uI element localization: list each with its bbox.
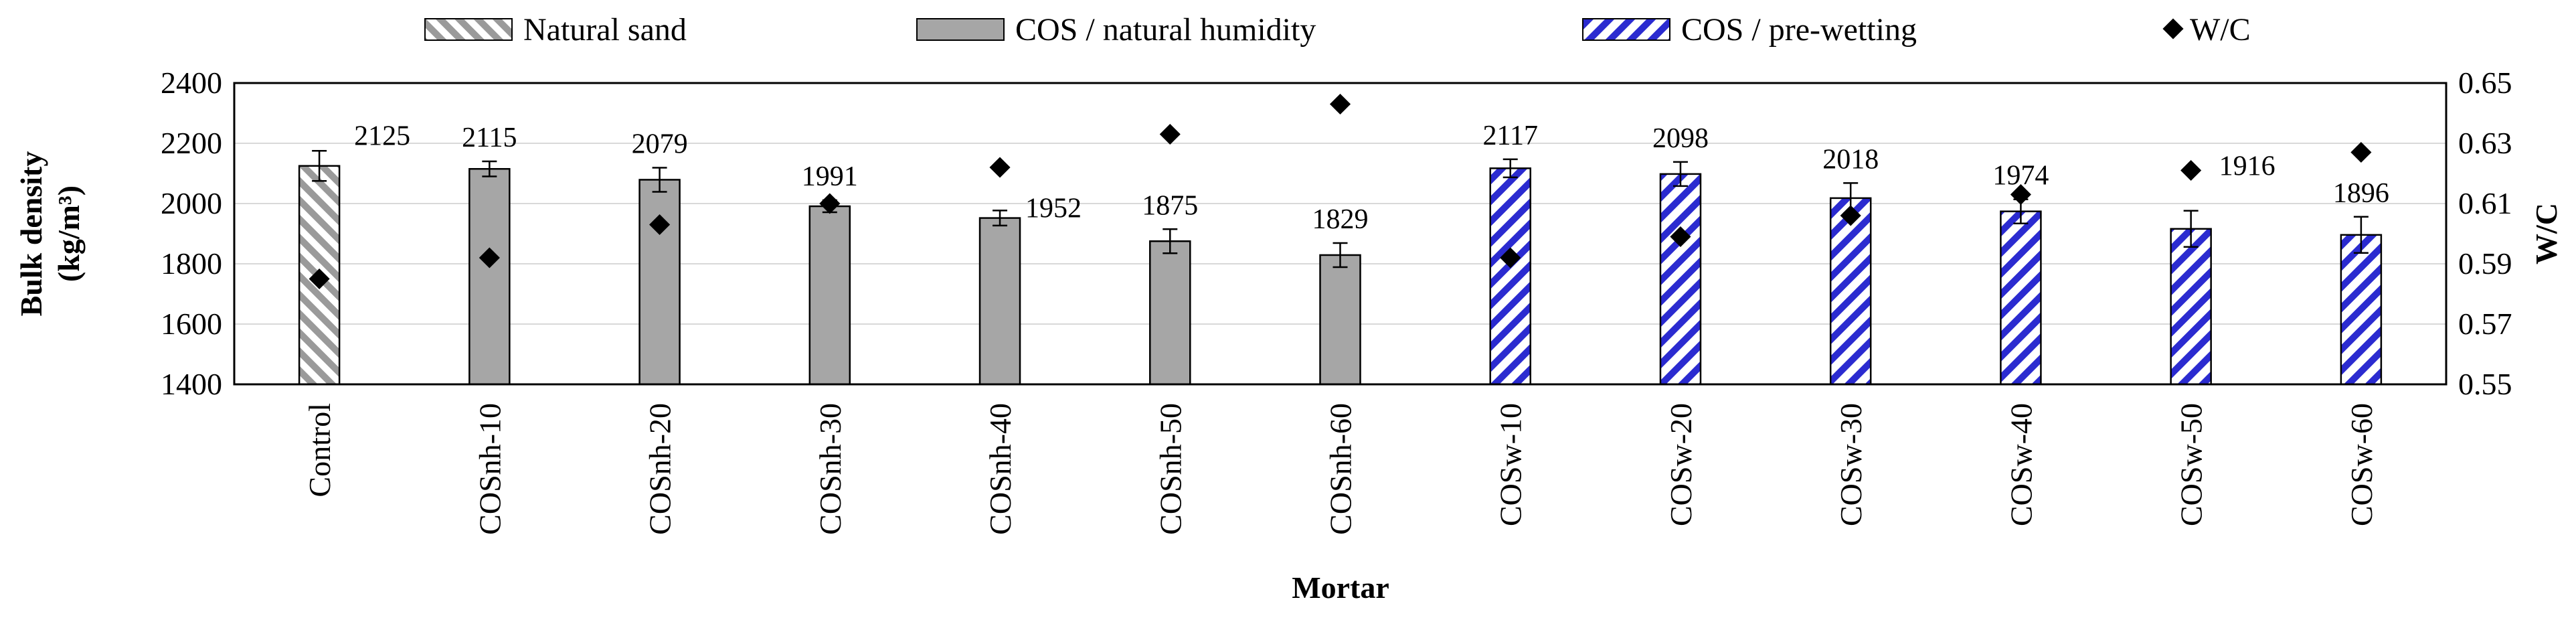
legend-swatch-cos-natural-humidity: [916, 18, 1005, 41]
bar-cosw-60: [2340, 234, 2383, 386]
y-tick-label: 1800: [161, 246, 222, 281]
wc-marker-cosnh-60: [1329, 93, 1351, 115]
category-axis-labels: Control COSnh-10 COSnh-20 COSnh-30 COSnh-40 C…: [303, 403, 2379, 535]
wc-markers: [309, 93, 2372, 290]
y-tick-label: 2400: [161, 66, 222, 100]
category-label-cosnh-30: COSnh-30: [813, 403, 847, 535]
legend-label-wc: W/C: [2190, 12, 2251, 48]
error-bar-cosnh-40: [993, 210, 1008, 227]
data-label-cosw-30: 2018: [1822, 144, 1879, 175]
y2-tick-label: 0.65: [2458, 66, 2512, 100]
category-label-cosw-40: COSw-40: [2004, 403, 2038, 526]
wc-marker-cosw-30: [1840, 205, 1861, 226]
error-bar-cosnh-10: [482, 160, 497, 177]
y2-tick-label: 0.57: [2458, 307, 2512, 341]
error-bar-control: [312, 150, 327, 182]
legend-label-cos-natural-humidity: COS / natural humidity: [1015, 12, 1316, 48]
wc-marker-cosnh-30: [819, 193, 841, 214]
y2-tick-label: 0.55: [2458, 367, 2512, 401]
category-label-cosnh-50: COSnh-50: [1153, 403, 1187, 535]
legend-item-cos-pre-wetting: COS / pre-wetting: [1582, 12, 1917, 48]
plot-area-border: [233, 82, 2448, 386]
data-label-cosw-50: 1916: [2219, 151, 2276, 181]
bar-cosnh-30: [808, 205, 851, 386]
data-label-cosw-20: 2098: [1652, 123, 1709, 154]
error-bar-cosnh-20: [652, 167, 667, 193]
bar-cosw-40: [2000, 210, 2042, 386]
category-label-cosnh-10: COSnh-10: [473, 403, 507, 535]
wc-marker-cosnh-40: [989, 157, 1011, 178]
data-label-cosw-10: 2117: [1483, 121, 1538, 151]
bar-cosw-50: [2170, 228, 2212, 386]
legend-swatch-natural-sand: [424, 18, 513, 41]
legend: Natural sand COS / natural humidity COS …: [424, 12, 2251, 48]
data-label-cosnh-40: 1952: [1025, 193, 1082, 224]
wc-marker-cosw-50: [2180, 159, 2202, 181]
legend-swatch-cos-pre-wetting: [1582, 18, 1670, 41]
bar-cosnh-40: [978, 217, 1021, 386]
y2-tick-label: 0.59: [2458, 246, 2512, 281]
data-label-cosw-60: 1896: [2333, 178, 2389, 209]
legend-item-wc: W/C: [2162, 12, 2251, 48]
legend-item-cos-natural-humidity: COS / natural humidity: [916, 12, 1316, 48]
x-axis-title: Mortar: [1292, 570, 1389, 605]
error-bar-cosnh-50: [1163, 228, 1178, 254]
error-bar-cosw-50: [2183, 210, 2199, 248]
error-bar-cosw-60: [2353, 216, 2369, 254]
data-label-cosnh-60: 1829: [1312, 204, 1369, 235]
category-label-cosw-20: COSw-20: [1664, 403, 1698, 526]
right-axis-ticks: 0.55 0.57 0.59 0.61 0.63 0.65: [2458, 66, 2512, 401]
bar-cosnh-20: [638, 179, 681, 386]
data-label-cosnh-30: 1991: [802, 161, 858, 192]
category-label-control: Control: [303, 403, 337, 497]
data-label-cosw-40: 1974: [1992, 161, 2049, 191]
category-label-cosw-50: COSw-50: [2174, 403, 2209, 526]
bar-cosw-20: [1659, 173, 1702, 386]
left-axis-ticks: 1400 1600 1800 2000 2200 2400: [161, 66, 222, 401]
bar-cosnh-10: [468, 168, 511, 386]
data-labels: 2125 2115 2079 1991 1952 1875 1829 2117 2098 2018…: [354, 121, 2389, 235]
legend-label-cos-pre-wetting: COS / pre-wetting: [1681, 12, 1917, 48]
y-axis-title: Bulk density (kg/m³): [14, 151, 86, 317]
category-label-cosw-30: COSw-30: [1834, 403, 1868, 526]
wc-marker-cosw-60: [2350, 141, 2372, 163]
bar-cosw-30: [1829, 197, 1872, 386]
y-axis-title-line-1: Bulk density: [14, 151, 48, 317]
category-label-cosw-10: COSw-10: [1494, 403, 1528, 526]
y2-tick-label: 0.63: [2458, 126, 2512, 160]
y-tick-label: 2000: [161, 186, 222, 220]
category-label-cosw-60: COSw-60: [2344, 403, 2379, 526]
legend-marker-wc: [2162, 18, 2184, 40]
category-label-cosnh-60: COSnh-60: [1324, 403, 1358, 535]
data-label-cosnh-50: 1875: [1142, 190, 1198, 221]
wc-marker-cosw-10: [1500, 247, 1521, 268]
error-bar-cosnh-60: [1333, 242, 1348, 268]
bar-cosw-10: [1489, 167, 1531, 386]
y-axis-title-line-2: (kg/m³): [52, 185, 86, 282]
error-bar-cosw-10: [1502, 158, 1518, 179]
category-label-cosnh-20: COSnh-20: [643, 403, 677, 535]
bar-cosnh-50: [1149, 240, 1191, 386]
wc-marker-cosw-20: [1670, 226, 1691, 248]
wc-marker-cosnh-10: [479, 247, 500, 268]
data-label-control: 2125: [354, 121, 410, 151]
bars: [298, 165, 2383, 386]
legend-item-natural-sand: Natural sand: [424, 12, 687, 48]
legend-label-natural-sand: Natural sand: [523, 12, 687, 48]
wc-marker-cosw-40: [2010, 183, 2031, 206]
bar-cosnh-60: [1319, 254, 1361, 386]
data-label-cosnh-10: 2115: [462, 123, 517, 153]
y2-axis-title: W/C: [2529, 203, 2563, 264]
wc-marker-control: [309, 268, 330, 290]
data-label-cosnh-20: 2079: [632, 129, 688, 159]
category-label-cosnh-40: COSnh-40: [983, 403, 1017, 535]
error-bar-cosw-20: [1672, 161, 1688, 187]
y-tick-label: 2200: [161, 126, 222, 160]
wc-marker-cosnh-20: [649, 214, 671, 236]
y-tick-label: 1600: [161, 307, 222, 341]
wc-marker-cosnh-50: [1159, 123, 1181, 145]
y2-tick-label: 0.61: [2458, 186, 2512, 220]
y-tick-label: 1400: [161, 367, 222, 401]
